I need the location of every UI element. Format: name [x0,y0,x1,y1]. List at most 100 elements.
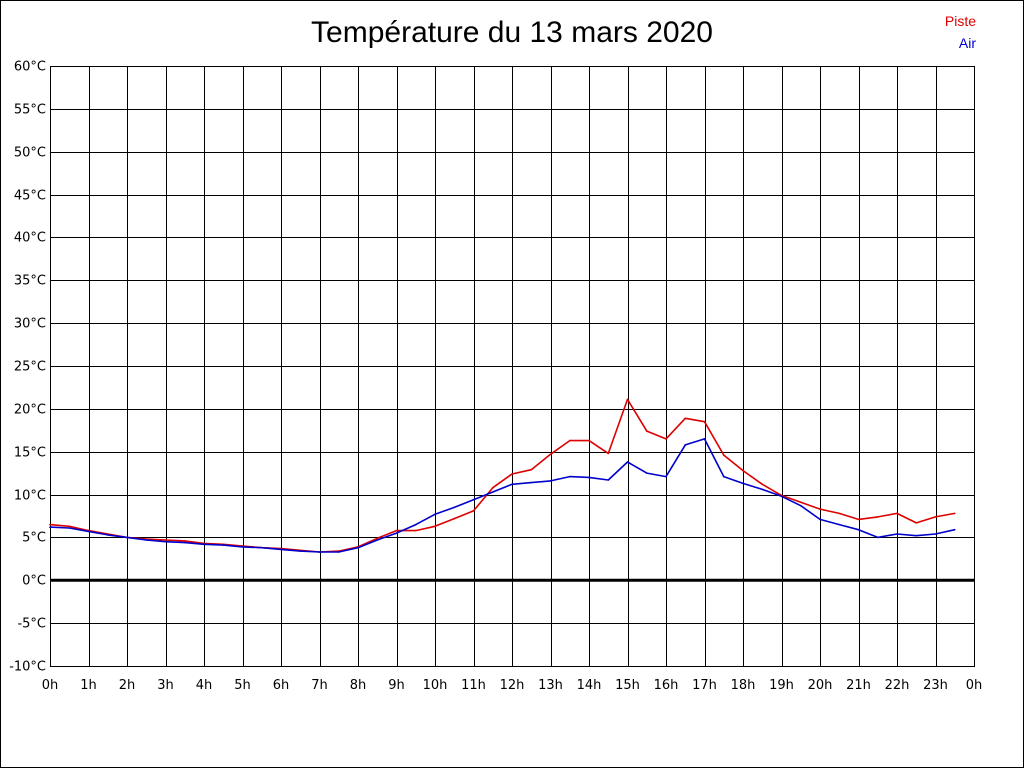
x-tick-label: 20h [808,678,833,693]
data-point-air [915,534,918,537]
data-point-air [414,523,417,526]
x-tick-label: 0h [966,678,983,693]
data-point-piste [915,522,918,524]
data-point-piste [626,398,629,401]
data-point-air [260,546,263,549]
data-point-piste [164,539,167,541]
x-tick-label: 10h [423,678,448,693]
legend-piste: Piste [944,13,976,29]
data-point-piste [876,516,879,518]
data-point-piste [183,540,186,542]
data-point-piste [819,508,821,510]
data-point-piste [472,510,475,512]
x-tick-label: 0h [42,678,59,693]
axis-labels: 60°C 55°C 50°C 45°C 40°C 35°C 30°C 25°C 20°C 15°C… [9,60,982,694]
x-tick-label: 11h [461,678,486,693]
y-tick-label: 50°C [14,146,46,161]
y-tick-label: 60°C [14,60,46,75]
data-point-air [568,475,571,478]
x-tick-label: 6h [273,678,290,693]
x-tick-label: 17h [692,678,717,693]
x-tick-label: 7h [311,678,328,693]
x-tick-label: 3h [157,678,174,693]
data-point-piste [453,517,456,520]
data-point-piste [376,537,379,540]
data-point-piste [511,473,513,475]
data-point-air [953,528,956,531]
data-point-air [722,475,725,478]
x-tick-label: 1h [80,678,97,693]
data-point-piste [414,529,417,532]
data-point-air [183,541,186,544]
data-point-piste [568,439,571,442]
data-point-piste [434,525,436,528]
x-tick-label: 2h [119,678,136,693]
y-tick-label: -10°C [9,660,46,675]
x-tick-label: 14h [577,678,602,693]
data-point-piste [703,420,706,423]
data-point-air [241,546,244,548]
x-tick-label: 15h [615,678,640,693]
data-point-piste [549,453,552,456]
data-point-air [453,506,456,509]
data-point-air [357,546,359,549]
x-tick-label: 12h [500,678,525,693]
x-tick-label: 4h [196,678,213,693]
x-tick-label: 16h [654,678,679,693]
data-point-air [203,543,205,546]
data-point-air [491,491,494,493]
y-tick-label: 40°C [14,231,46,246]
data-point-air [665,475,667,478]
data-point-air [87,530,90,533]
series-line-piste [49,398,955,553]
data-point-piste [742,469,744,472]
data-point-air [49,526,51,528]
data-point-piste [896,512,898,515]
data-point-air [876,536,879,539]
data-point-piste [607,452,610,455]
data-point-piste [49,523,51,526]
x-tick-label: 8h [350,678,367,693]
data-point-piste [799,501,802,504]
data-point-piste [588,439,590,442]
data-point-piste [934,516,937,518]
y-tick-label: -5°C [17,617,46,632]
data-point-air [645,472,648,474]
grid [50,66,975,667]
data-point-air [703,438,706,440]
data-point-air [280,548,282,551]
data-point-piste [645,430,648,432]
data-point-piste [761,483,764,486]
y-tick-label: 15°C [14,446,46,461]
x-tick-label: 23h [923,678,948,693]
series-layer [49,398,956,553]
x-tick-label: 18h [731,678,756,693]
y-tick-label: 25°C [14,360,46,375]
data-point-air [434,513,436,516]
x-tick-label: 9h [388,678,405,693]
data-point-piste [838,512,841,515]
x-tick-label: 13h [538,678,563,693]
data-point-piste [722,454,725,456]
data-point-piste [684,417,687,420]
data-point-air [376,539,379,541]
data-point-air [819,518,821,521]
data-point-air [299,550,302,552]
x-tick-label: 5h [234,678,251,693]
data-point-air [164,540,167,543]
x-tick-label: 22h [885,678,910,693]
data-point-air [549,480,552,482]
data-point-air [511,483,513,486]
y-tick-label: 20°C [14,403,46,418]
data-point-air [530,481,533,484]
chart-title: Température du 13 mars 2020 [311,16,713,49]
data-point-air [799,504,802,507]
legend-air: Air [958,35,976,51]
y-tick-label: 5°C [22,531,46,546]
data-point-air [222,544,225,546]
data-point-air [318,551,321,553]
data-point-air [472,498,475,501]
x-tick-label: 19h [769,678,794,693]
data-point-air [145,539,148,541]
